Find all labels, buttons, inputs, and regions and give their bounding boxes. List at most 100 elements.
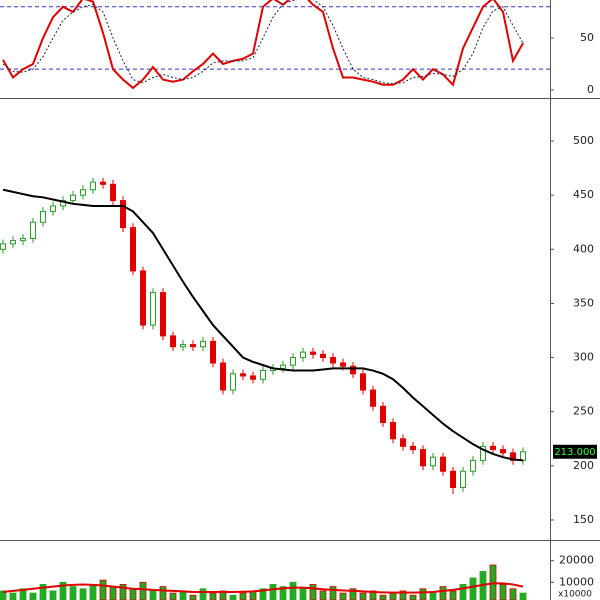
candle-body — [60, 200, 66, 207]
volume-bar — [379, 594, 387, 600]
line — [2, 188, 524, 462]
volume-bar — [289, 581, 297, 600]
y-tick-label: 50 — [580, 31, 594, 44]
candle-body — [350, 365, 356, 375]
volume-bar — [119, 584, 127, 600]
line — [2, 0, 524, 90]
candle-body — [70, 194, 76, 202]
volume-bar — [459, 584, 467, 600]
plot-area — [0, 564, 527, 600]
volume-bar — [509, 588, 517, 600]
candle-body — [280, 364, 286, 369]
volume-bar — [159, 586, 167, 600]
candle-body — [40, 210, 46, 223]
candle-body — [10, 240, 16, 245]
candle-body — [120, 200, 126, 229]
candle-body — [150, 292, 156, 326]
candle-body — [190, 344, 196, 348]
candle-body — [0, 243, 6, 250]
candle-body — [320, 353, 326, 359]
candle-body — [50, 205, 56, 212]
volume-bar — [469, 577, 477, 600]
candle-body — [360, 373, 366, 391]
candle-body — [160, 292, 166, 337]
volume-bar — [189, 594, 197, 600]
volume-bar — [129, 588, 137, 600]
candle-body — [380, 405, 386, 424]
candle-body — [210, 340, 216, 364]
candle-body — [480, 445, 486, 461]
volume-bar — [449, 590, 457, 600]
volume-bar — [209, 592, 217, 600]
candle-body — [90, 181, 96, 191]
candle-body — [440, 456, 446, 472]
volume-bar — [39, 584, 47, 600]
candle-body — [260, 370, 266, 380]
volume-bar — [239, 592, 247, 600]
y-tick-label: 200 — [573, 459, 594, 472]
candle-body — [340, 362, 346, 367]
last-price-label: 213.000 — [554, 447, 595, 458]
volume-bar — [0, 590, 7, 600]
volume-bar — [149, 590, 157, 600]
candle-body — [140, 270, 146, 326]
candle-body — [520, 451, 526, 461]
volume-bar — [79, 588, 87, 600]
y-tick-label: 250 — [573, 405, 594, 418]
volume-bar — [139, 581, 147, 600]
volume-bar — [319, 590, 327, 600]
candle-body — [370, 389, 376, 407]
volume-bar — [499, 584, 507, 600]
candle-body — [470, 459, 476, 472]
candle-body — [300, 351, 306, 359]
plot-area — [0, 177, 526, 494]
volume-bar — [219, 590, 227, 600]
volume-bar — [339, 592, 347, 600]
volume-bar — [309, 584, 317, 600]
candle-body — [410, 445, 416, 451]
volume-bar — [409, 594, 417, 600]
y-unit-label: x10000 — [558, 590, 592, 600]
volume-bar — [29, 592, 37, 600]
y-tick-label: 150 — [573, 513, 594, 526]
line — [2, 582, 524, 594]
volume-bar — [199, 588, 207, 600]
last-price-box — [553, 444, 597, 459]
candle-body — [110, 183, 116, 202]
candle-body — [400, 438, 406, 447]
volume-bar — [9, 592, 17, 600]
candle-body — [330, 357, 336, 364]
volume-bar — [519, 592, 527, 600]
candle-body — [180, 344, 186, 348]
volume-bar — [49, 590, 57, 600]
candle-body — [240, 373, 246, 377]
y-tick-label: 0 — [587, 83, 594, 96]
candle-body — [80, 189, 86, 196]
volume-bar — [399, 590, 407, 600]
candle-body — [510, 452, 516, 461]
y-tick-label: 300 — [573, 351, 594, 364]
candle-body — [200, 340, 206, 348]
volume-bar — [369, 590, 377, 600]
candle-body — [450, 470, 456, 488]
volume-bar — [169, 592, 177, 600]
candle-body — [220, 362, 226, 391]
candle-body — [100, 181, 106, 185]
candle-body — [170, 335, 176, 348]
candle-body — [500, 449, 506, 454]
volume-bar — [109, 586, 117, 600]
y-tick-label: 450 — [573, 188, 594, 201]
candle-body — [490, 445, 496, 451]
candle-body — [30, 221, 36, 239]
candle-body — [420, 449, 426, 467]
candle-body — [390, 422, 396, 440]
volume-bar — [329, 586, 337, 600]
candle-body — [230, 373, 236, 391]
volume-bar — [89, 584, 97, 600]
line — [2, 0, 524, 85]
volume-bar — [69, 586, 77, 600]
plot-area — [0, 0, 550, 90]
y-tick-label: 10000 — [559, 575, 594, 588]
